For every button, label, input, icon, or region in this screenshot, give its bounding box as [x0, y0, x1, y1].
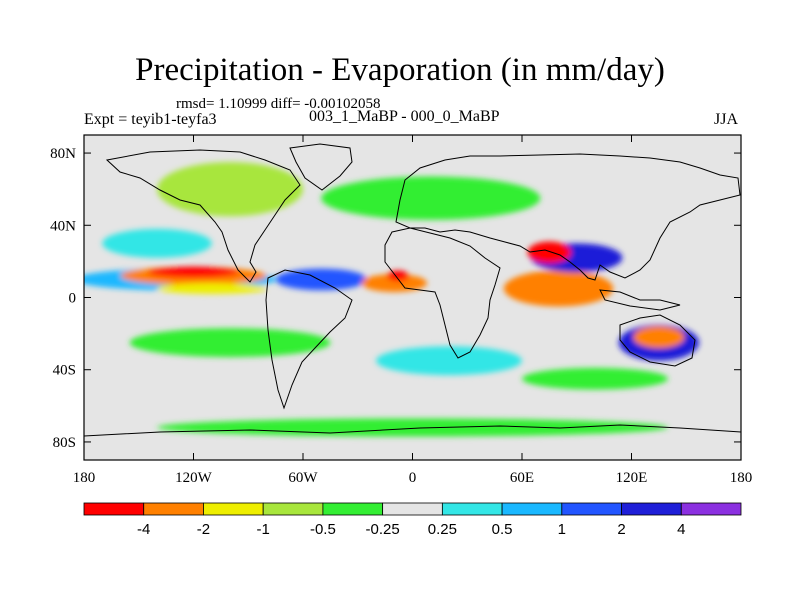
- colorbar-label: 4: [677, 521, 685, 538]
- field-blob: [361, 274, 428, 293]
- field-blob: [321, 176, 541, 220]
- coastline-australia: [619, 314, 696, 367]
- colorbar-label: 0.5: [492, 521, 513, 538]
- field-blob: [527, 241, 572, 264]
- stats-line: rmsd= 1.10999 diff= -0.00102058: [176, 96, 381, 112]
- field-blob: [157, 162, 303, 217]
- colorbar-box: [83, 502, 145, 516]
- field-layer: [84, 162, 700, 437]
- field-blob: [386, 270, 409, 282]
- colorbar-box: [621, 502, 682, 516]
- lat-tick-label: 40N: [50, 218, 76, 234]
- field-blob: [102, 228, 212, 258]
- colorbar-label: 2: [617, 521, 625, 538]
- lon-tick-label: 60W: [288, 470, 318, 486]
- field-blob: [522, 367, 668, 390]
- colorbar-label: -4: [137, 521, 150, 538]
- coastline-south-america: [265, 269, 353, 410]
- field-blob: [157, 418, 668, 437]
- lat-tick-label: 80S: [53, 435, 76, 451]
- coastline-greenland: [289, 143, 353, 191]
- colorbar-box: [322, 502, 384, 516]
- coastline-antarctica: [84, 424, 741, 437]
- field-blob: [503, 270, 614, 307]
- lon-tick-label: 180: [730, 470, 753, 486]
- colorbar-label: -2: [197, 521, 210, 538]
- colorbar-label: 1: [558, 521, 566, 538]
- lon-tick-label: 120E: [616, 470, 648, 486]
- lat-tick-label: 40S: [53, 363, 76, 379]
- coastline-europe-asia: [395, 153, 741, 281]
- colorbar-box: [441, 502, 503, 516]
- field-blob: [129, 328, 331, 358]
- colorbar-box: [501, 502, 563, 516]
- colorbar-label: -0.25: [366, 521, 400, 538]
- coastline-indonesia: [599, 289, 681, 311]
- field-blob: [633, 326, 685, 349]
- colorbar-box: [561, 502, 622, 516]
- colorbar-label: 0.25: [428, 521, 457, 538]
- lon-tick-label: 180: [73, 470, 96, 486]
- lat-tick-label: 80N: [50, 146, 76, 162]
- coastlines: [84, 143, 741, 437]
- colorbar-box: [382, 502, 443, 516]
- lon-tick-label: 60E: [510, 470, 534, 486]
- colorbar-box: [680, 502, 742, 516]
- field-blob: [275, 268, 367, 291]
- coastline-north-america: [105, 149, 301, 283]
- colorbar: -4 -2 -1 -0.5 -0.25 0.25 0.5 1 2 4: [83, 502, 742, 538]
- chart-title: Precipitation - Evaporation (in mm/day): [135, 52, 665, 88]
- field-blob: [376, 346, 522, 376]
- colorbar-box: [262, 502, 324, 516]
- lon-tick-label: 120W: [175, 470, 213, 486]
- colorbar-box: [143, 502, 204, 516]
- case-label: 003_1_MaBP - 000_0_MaBP: [309, 108, 500, 125]
- lat-tick-label: 0: [69, 291, 77, 307]
- experiment-label: Expt = teyib1-teyfa3: [84, 111, 217, 128]
- field-blob: [157, 283, 267, 294]
- lon-tick-label: 0: [409, 470, 417, 486]
- axis-ticks: 180 120W 60W 0 60E 120E 180 80N 40N 0 40S 80S: [50, 135, 752, 486]
- colorbar-label: -1: [257, 521, 270, 538]
- season-label: JJA: [714, 111, 739, 128]
- coastline-africa: [384, 227, 501, 359]
- colorbar-label: -0.5: [310, 521, 336, 538]
- field-blob: [147, 266, 240, 278]
- colorbar-box: [203, 502, 264, 516]
